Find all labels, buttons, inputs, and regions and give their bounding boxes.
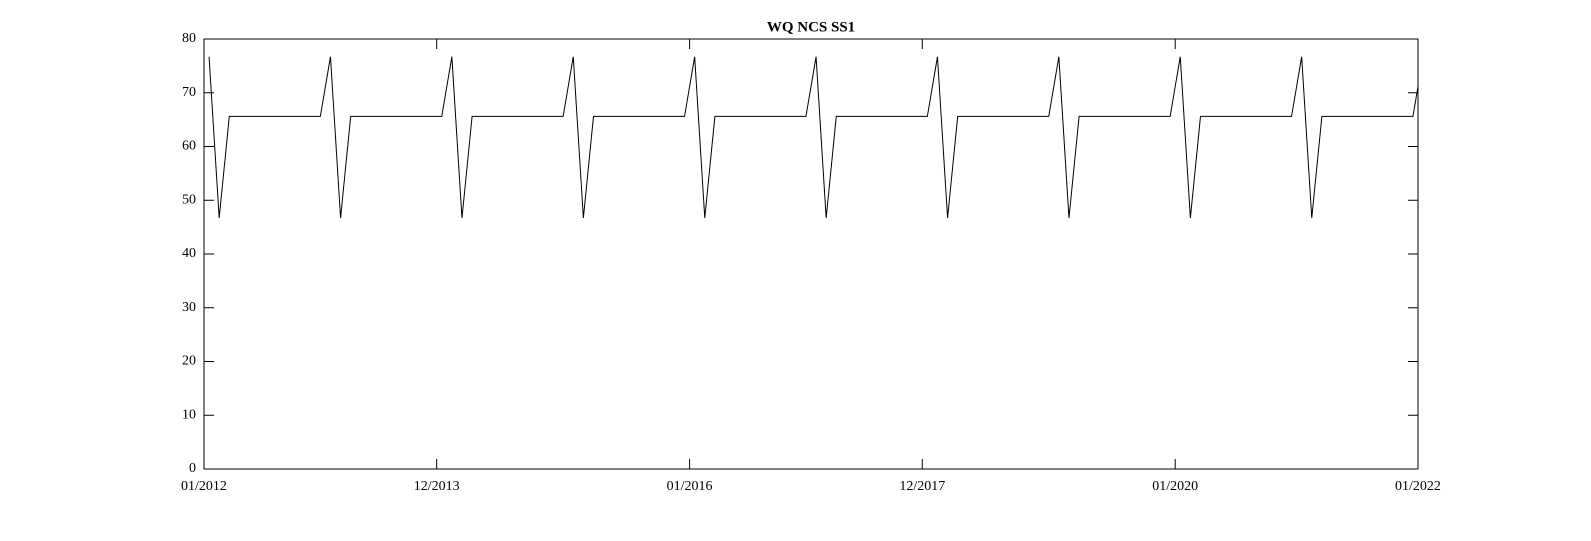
x-tick-label: 12/2013: [414, 479, 460, 494]
x-tick-label: 01/2022: [1395, 479, 1441, 494]
x-tick-label: 01/2020: [1152, 479, 1198, 494]
y-tick-label: 30: [182, 300, 196, 315]
chart-title: WQ NCS SS1: [767, 19, 855, 35]
y-tick-label: 0: [189, 461, 196, 476]
y-tick-label: 70: [182, 85, 196, 100]
y-tick-label: 40: [182, 246, 196, 261]
x-tick-label: 01/2016: [667, 479, 713, 494]
data-line: [208, 56, 1418, 219]
x-tick-label: 01/2012: [181, 479, 227, 494]
y-tick-label: 60: [182, 139, 196, 154]
y-tick-label: 20: [182, 354, 196, 369]
y-tick-label: 10: [182, 407, 196, 422]
plot-frame: [203, 38, 1419, 470]
x-tick-label: 12/2017: [899, 479, 945, 494]
y-tick-label: 80: [182, 31, 196, 46]
y-tick-label: 50: [182, 192, 196, 207]
